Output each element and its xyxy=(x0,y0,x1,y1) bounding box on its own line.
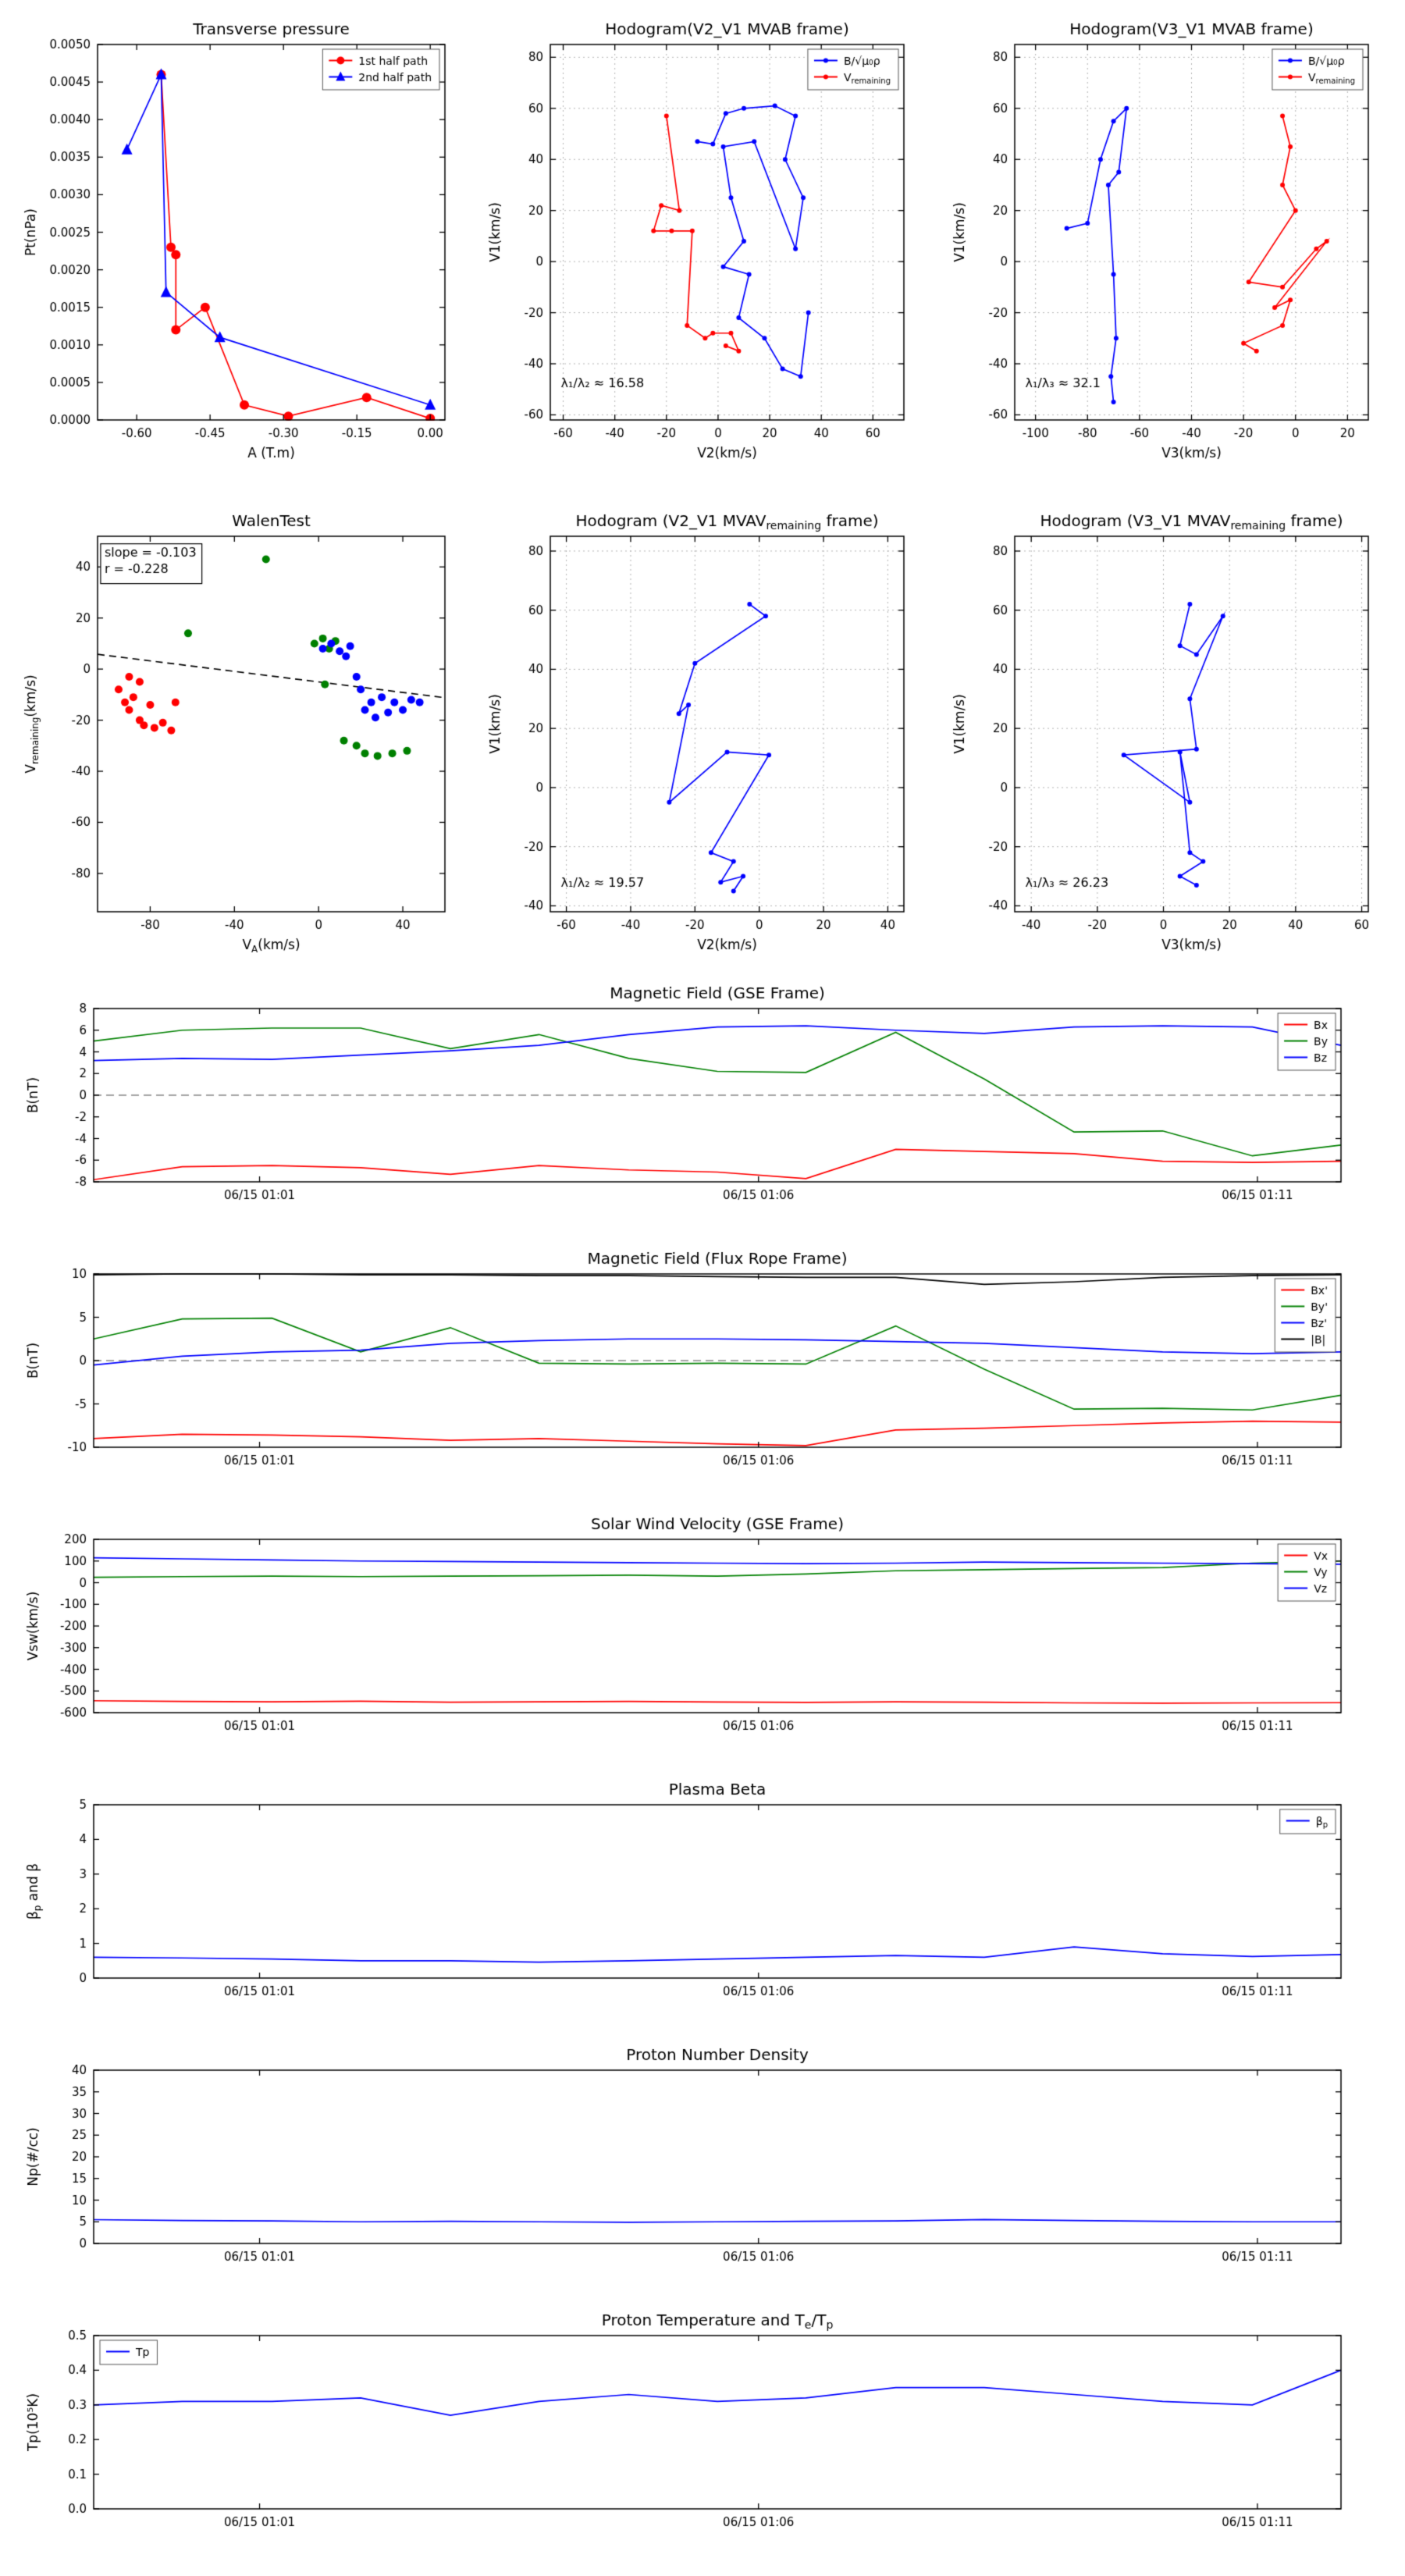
hodogram-v3v1-mvav-chart xyxy=(948,503,1385,960)
panel-solar-wind-velocity xyxy=(22,1516,1384,1750)
proton-density-chart xyxy=(22,2047,1384,2281)
solar-wind-velocity-chart xyxy=(22,1516,1384,1750)
magnetic-field-fluxrope-chart xyxy=(22,1251,1384,1485)
proton-temperature-chart xyxy=(22,2312,1384,2546)
panel-hodogram-v3v1-mvab xyxy=(948,12,1385,468)
panel-plasma-beta xyxy=(22,1781,1384,2016)
panel-walen-test xyxy=(20,503,457,960)
hodogram-v2v1-mvab-chart xyxy=(484,12,921,468)
panel-hodogram-v2v1-mvav xyxy=(484,503,921,960)
hodogram-v3v1-mvab-chart xyxy=(948,12,1385,468)
panel-hodogram-v2v1-mvab xyxy=(484,12,921,468)
panel-magnetic-field-gse xyxy=(22,985,1384,1219)
panel-hodogram-v3v1-mvav xyxy=(948,503,1385,960)
panel-proton-temperature xyxy=(22,2312,1384,2546)
walen-test-chart xyxy=(20,503,457,960)
panel-proton-density xyxy=(22,2047,1384,2281)
plasma-beta-chart xyxy=(22,1781,1384,2016)
panel-transverse-pressure xyxy=(20,12,457,468)
magnetic-field-gse-chart xyxy=(22,985,1384,1219)
transverse-pressure-chart xyxy=(20,12,457,468)
hodogram-v2v1-mvav-chart xyxy=(484,503,921,960)
panel-magnetic-field-fluxrope xyxy=(22,1251,1384,1485)
